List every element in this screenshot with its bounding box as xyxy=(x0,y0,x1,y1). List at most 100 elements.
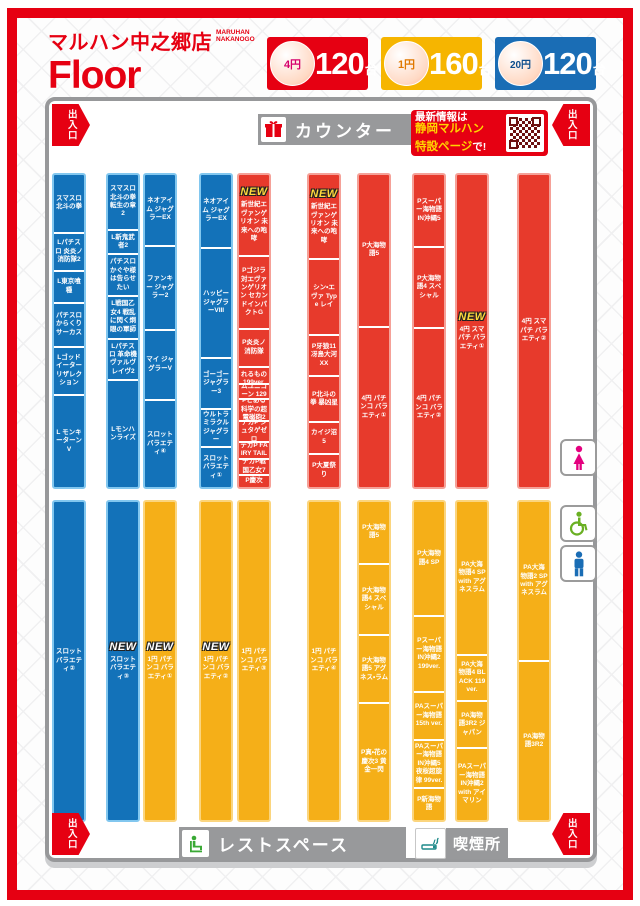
new-badge: NEW xyxy=(202,640,230,653)
machine-column: NEW スロット バラエティ③ xyxy=(106,500,140,822)
machine-segment: Lゴッドイーター リザレクション xyxy=(54,345,84,394)
male-restroom-icon xyxy=(560,545,597,582)
machine-segment: Pスーパー海物語 IN沖縄2 199ver. xyxy=(414,615,444,691)
machine-label: カイジ沼5 xyxy=(311,429,337,445)
machine-label: 1円 パチンコ バラエティ④ xyxy=(310,648,338,673)
machine-label: スマスロ 北斗の拳 転生の章2 xyxy=(110,185,136,218)
machine-label: Lパチスロ 炎炎ノ消防隊2 xyxy=(55,239,83,264)
machine-label: P炎炎ノ消防隊 xyxy=(242,339,266,355)
counter-banner: カウンター xyxy=(258,114,430,145)
rate-mascot-icon: 1円 xyxy=(384,41,429,86)
rate-badge-20yen: 20円 120 台 xyxy=(495,37,606,90)
machine-segment: NEW 新世紀エヴァンゲリオン 未来への咆哮 xyxy=(309,175,339,258)
machine-segment: スマスロ 北斗の拳 転生の章2 xyxy=(108,175,138,229)
machine-label: P大海物語5 xyxy=(362,523,386,540)
machine-column: PA大海物語4 SP with アグネスラム PA大海物語4 BLACK 119v… xyxy=(455,500,489,822)
machine-segment: NEW 1円 パチンコ バラエティ② xyxy=(201,502,231,820)
machine-segment: NEW 1円 パチンコ バラエティ① xyxy=(145,502,175,820)
rest-space-banner: レストスペース xyxy=(179,827,406,860)
machine-label: 4円 スマパチ バラエティ② xyxy=(520,318,548,343)
smoking-area-banner: 喫煙所 xyxy=(415,828,509,859)
counter-label: カウンター xyxy=(295,122,395,141)
machine-label: スロット バラエティ③ xyxy=(110,655,136,680)
machine-label: L モンキーターンV xyxy=(56,428,82,453)
machine-segment: P炎炎ノ消防隊 xyxy=(239,327,269,366)
machine-label: P新海物語 xyxy=(417,795,441,812)
machine-segment: L モンキーターンV xyxy=(54,393,84,487)
rate-badges: 4円 120 台 1円 160 台 20円 120 台 xyxy=(267,37,606,90)
machine-label: 新世紀エヴァンゲリオン 未来への咆哮 xyxy=(240,201,268,243)
top-machine-rows: スマスロ 北斗の拳 Lパチスロ 炎炎ノ消防隊2 L東京喰種 パチスロ からくりサーカス… xyxy=(49,173,601,489)
machine-label: PAスーパー海物語 15th ver. xyxy=(415,703,443,728)
machine-segment: スロット バラエティ② xyxy=(54,502,84,820)
rate-badge-4yen: 4円 120 台 xyxy=(267,37,378,90)
machine-column: 4円 スマパチ バラエティ② xyxy=(517,173,551,489)
machine-segment: 4円 パチンコ バラエティ① xyxy=(359,325,389,487)
floor-map-panel: 出入口 出入口 出入口 出入口 カウンター 最新情報は 静岡マルハン 特設ページ… xyxy=(45,97,597,862)
machine-column: ネオアイム ジャグラーEX ファンキー ジャグラー2 マイ ジャグラーV スロット バ… xyxy=(143,173,177,489)
machine-label: スマスロ 北斗の拳 xyxy=(56,195,82,211)
machine-column: NEW 新世紀エヴァンゲリオン 未来への咆哮 Pゴジラ対エヴァンゲリオン セカンドイ… xyxy=(237,173,271,489)
machine-label: スロット バラエティ① xyxy=(203,454,229,479)
female-restroom-icon xyxy=(560,439,597,476)
machine-label: ネオアイム ジャグラーEX xyxy=(202,198,230,223)
machine-label: P牙狼11 冴島大河XX xyxy=(311,342,337,367)
machine-label: PA海物語3R2 xyxy=(523,732,545,748)
machine-label: P大夏祭り xyxy=(312,462,336,478)
machine-label: PA大海物語4 SP with アグネスラム xyxy=(458,560,486,594)
machine-label: P大海物語5 アグネス・ラム xyxy=(360,656,389,681)
entrance-exit-arrow: 出入口 xyxy=(552,104,590,146)
machine-label: PA海物語3R2 ジャパン xyxy=(458,711,486,736)
machine-label: Lパチスロ 革命機ヴァルヴレイヴ2 xyxy=(109,342,137,375)
machine-label: PA大海物語2 SP with アグネスラム xyxy=(520,564,548,597)
machine-label: ウルトラ ミラクル ジャグラー xyxy=(203,410,229,444)
machine-column: NEW 4円 スマパチ バラエティ① xyxy=(455,173,489,489)
machine-segment: Pゴジラ対エヴァンゲリオン セカンドインパクトG xyxy=(239,255,269,328)
machine-segment: P大海物語5 xyxy=(359,175,389,326)
machine-count: 120 xyxy=(315,45,365,81)
machine-label: Pスーパー海物語 IN沖縄2 199ver. xyxy=(416,637,442,670)
machine-segment: カイジ沼5 xyxy=(309,421,339,452)
gift-icon xyxy=(261,117,286,142)
machine-label: P慶次 xyxy=(245,477,263,485)
machine-segment: ネオアイム ジャグラーEX xyxy=(201,175,231,247)
info-text: 最新情報は 静岡マルハン 特設ページで! xyxy=(415,110,487,153)
machine-segment: P大海物語4 スペシャル xyxy=(414,246,444,327)
machine-column: スマスロ 北斗の拳 転生の章2 L新鬼武者2 パチスロ かぐや様は告らせたい L戦国乙… xyxy=(106,173,140,489)
machine-label: PA大海物語4 BLACK 119ver. xyxy=(458,660,486,694)
machine-segment: スロット バラエティ④ xyxy=(145,398,175,487)
machine-label: 1円 パチンコ バラエティ③ xyxy=(240,648,268,673)
machine-segment: P北斗の拳 暴凶星 xyxy=(309,375,339,421)
machine-segment: P大夏祭り xyxy=(309,452,339,487)
machine-label: Pスーパー海物語 IN沖縄5 xyxy=(416,197,442,222)
machine-segment: PAスーパー海物語 IN沖縄5 夜桜超旋律 99ver. xyxy=(414,739,444,786)
machine-segment: NEW 4円 スマパチ バラエティ① xyxy=(457,175,487,487)
machine-label: ハッピー ジャグラーVIII xyxy=(203,290,229,315)
machine-segment: P大海物語4 スペシャル xyxy=(359,562,389,635)
machine-label: デカP FAIRY TAIL xyxy=(240,442,268,458)
machine-segment: PA大海物語4 SP with アグネスラム xyxy=(457,502,487,654)
machine-label: L新鬼武者2 xyxy=(111,233,135,250)
machine-segment: P新海物語 xyxy=(414,786,444,820)
machine-column: NEW 1円 パチンコ バラエティ① xyxy=(143,500,177,822)
machine-label: P大海物語5 xyxy=(362,242,386,258)
wheelchair-icon xyxy=(560,505,597,542)
machine-segment: P真・花の慶次3 黄金一閃 xyxy=(359,702,389,820)
machine-column: 1円 パチンコ バラエティ③ xyxy=(237,500,271,822)
new-badge: NEW xyxy=(310,188,338,201)
machine-label: ネオアイム ジャグラーEX xyxy=(146,197,174,222)
machine-segment: Lモンハンライズ xyxy=(108,379,138,487)
machine-label: デカP戦国乙女7 xyxy=(242,458,266,474)
info-banner[interactable]: 最新情報は 静岡マルハン 特設ページで! xyxy=(411,110,548,156)
machine-label: Pゴジラ対エヴァンゲリオン セカンドインパクトG xyxy=(240,267,268,317)
machine-label: 4円 パチンコ バラエティ① xyxy=(360,394,388,419)
machine-segment: L戦国乙女4 戦乱に閃く炯眼の軍師 xyxy=(108,294,138,338)
machine-label: パチスロ かぐや様は告らせたい xyxy=(110,258,136,291)
machine-segment: Lパチスロ 革命機ヴァルヴレイヴ2 xyxy=(108,337,138,379)
rate-badge-1yen: 1円 160 台 xyxy=(381,37,492,90)
machine-segment: パチスロ かぐや様は告らせたい xyxy=(108,253,138,294)
machine-label: ファンキー ジャグラー2 xyxy=(146,275,174,300)
machine-segment: ネオアイム ジャグラーEX xyxy=(145,175,175,245)
new-badge: NEW xyxy=(458,310,486,323)
